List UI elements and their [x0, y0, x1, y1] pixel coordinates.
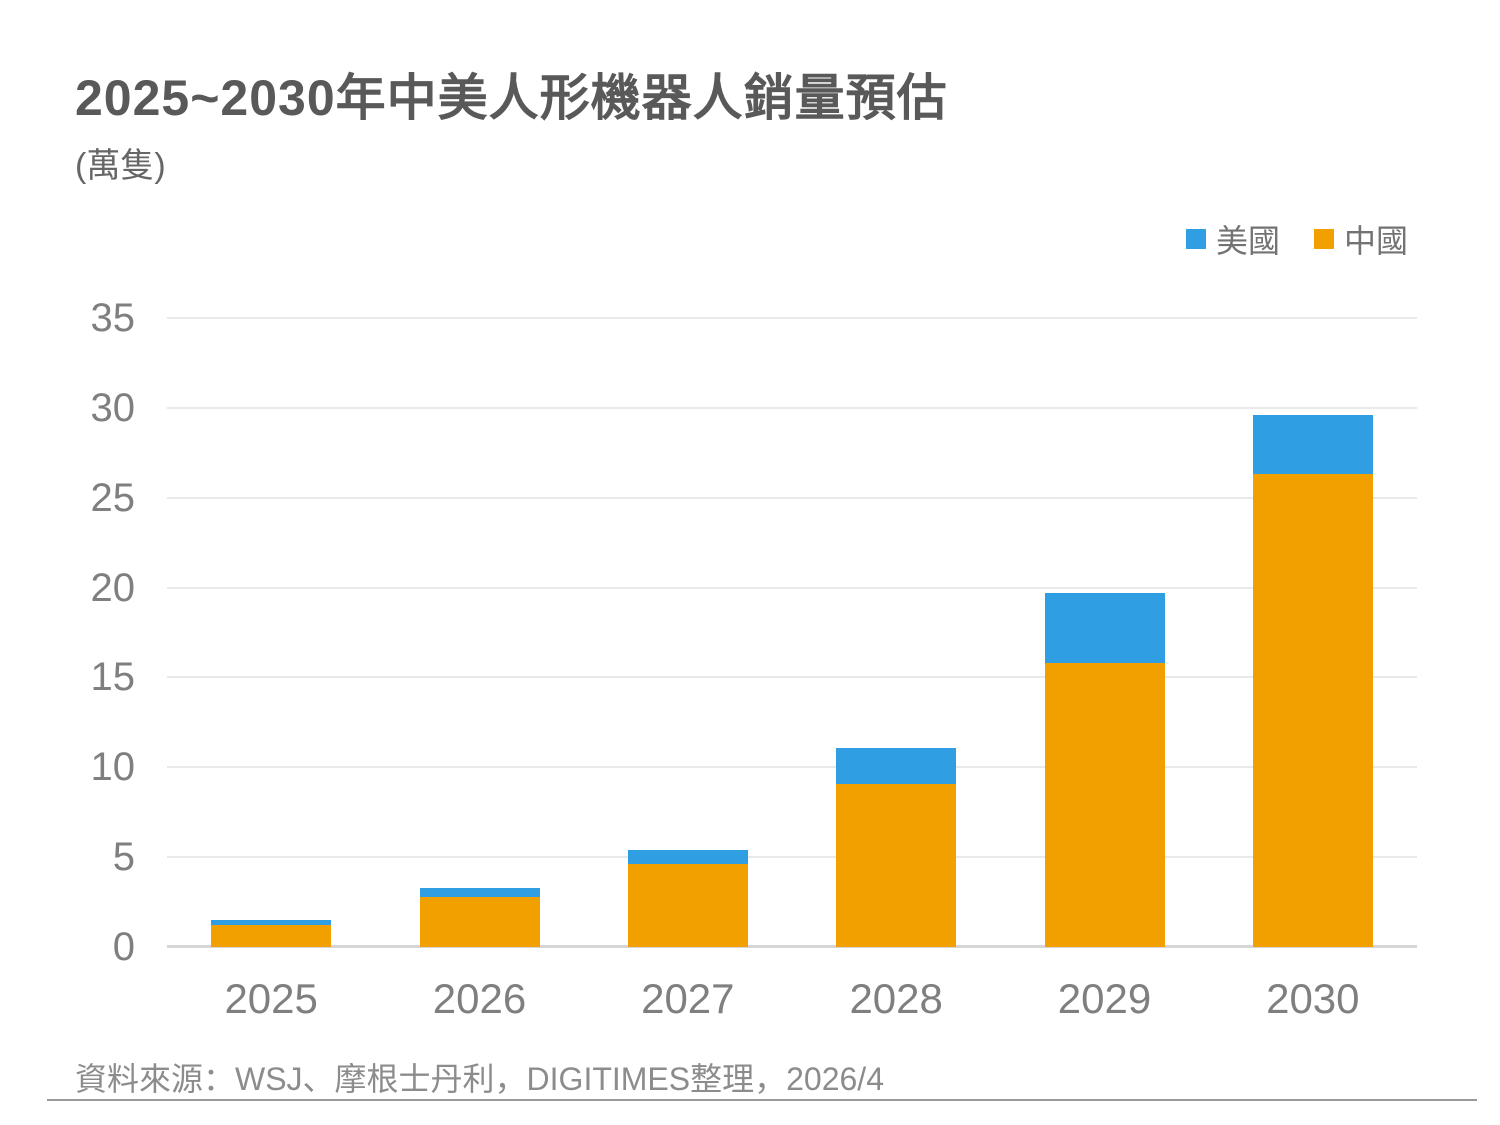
unit-label: (萬隻) [75, 147, 166, 185]
legend: 美國 中國 [1185, 216, 1408, 262]
y-tick-label: 10 [90, 745, 136, 790]
y-tick-label: 35 [90, 296, 136, 340]
source-note: 資料來源：WSJ、摩根士丹利，DIGITIMES整理，2026/4 [75, 1061, 884, 1097]
gridline [167, 406, 1417, 409]
gridline [167, 317, 1417, 319]
bar-segment-us [419, 887, 540, 897]
bar-segment-china [836, 783, 957, 947]
gridline [167, 856, 1417, 859]
bar-segment-us [1044, 593, 1165, 664]
legend-swatch-icon [1313, 229, 1334, 249]
bar-segment-china [1044, 663, 1165, 947]
x-tick-label: 2026 [432, 975, 527, 1022]
bar-segment-us [627, 849, 748, 865]
bar-segment-china [1252, 474, 1373, 947]
x-tick-label: 2030 [1266, 975, 1360, 1022]
gridline [167, 586, 1417, 589]
chart-title: 2025~2030年中美人形機器人銷量預估 [75, 70, 948, 126]
x-tick-label: 2028 [849, 975, 943, 1022]
y-tick-label: 5 [112, 835, 135, 880]
bottom-divider [47, 1099, 1477, 1101]
bar-segment-us [211, 920, 332, 926]
bar-segment-china [211, 925, 332, 947]
y-tick-label: 30 [90, 385, 136, 430]
y-tick-label: 15 [90, 655, 136, 700]
plot-area: 0 5 10 15 20 25 30 35 2025 2026 2027 2028 2029 2030 [91, 296, 1417, 1022]
bar-segment-china [627, 864, 748, 947]
y-tick-label: 25 [90, 475, 136, 520]
legend-item: 美國 [1185, 216, 1280, 262]
legend-label: 美國 [1215, 223, 1280, 259]
gridline [167, 676, 1417, 679]
bar-segment-us [836, 747, 957, 784]
x-tick-label: 2027 [641, 975, 735, 1022]
x-tick-label: 2029 [1057, 975, 1152, 1022]
bar-segment-china [419, 896, 540, 947]
x-tick-label: 2025 [224, 975, 318, 1022]
gridline [167, 766, 1417, 769]
gridline [167, 496, 1417, 499]
bar-segment-us [1252, 415, 1373, 475]
y-tick-label: 0 [112, 925, 135, 969]
legend-label: 中國 [1343, 223, 1408, 259]
y-tick-label: 20 [90, 565, 136, 610]
legend-swatch-icon [1185, 229, 1206, 249]
legend-item: 中國 [1313, 216, 1408, 262]
x-axis-line [167, 945, 1417, 948]
